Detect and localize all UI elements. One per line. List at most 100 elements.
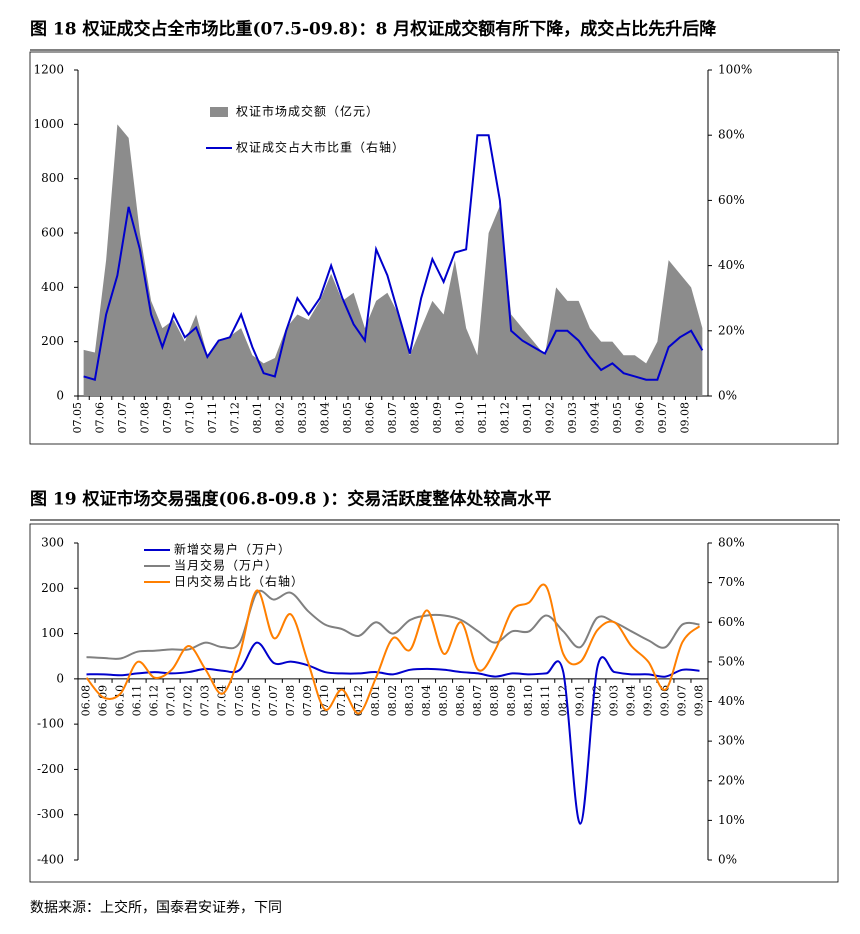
- area: [83, 124, 703, 396]
- legend-label: 新增交易户（万户）: [174, 542, 291, 557]
- y2-tick-label: 10%: [718, 813, 745, 827]
- y2-tick-label: 40%: [718, 694, 745, 708]
- x-tick-label: 08.09: [431, 402, 444, 434]
- x-tick-label: 07.10: [184, 402, 197, 434]
- y2-tick-label: 80%: [718, 536, 745, 550]
- y2-tick-label: 100%: [718, 63, 752, 77]
- x-tick-label: 08.03: [296, 402, 309, 434]
- x-tick-label: 08.06: [454, 685, 467, 717]
- x-tick-label: 08.05: [341, 402, 354, 434]
- y2-tick-label: 60%: [718, 615, 745, 629]
- x-tick-label: 07.07: [267, 685, 280, 717]
- x-tick-label: 07.12: [229, 402, 242, 434]
- x-tick-label: 07.09: [161, 402, 174, 434]
- y-tick-label: 200: [41, 334, 64, 348]
- y-tick-label: 0: [56, 671, 64, 685]
- y2-tick-label: 20%: [718, 323, 745, 337]
- chart-frame: [29, 51, 839, 445]
- x-tick-label: 09.08: [692, 685, 705, 717]
- x-tick-label: 08.04: [319, 402, 332, 434]
- legend-label: 当月交易（万户）: [174, 558, 278, 573]
- y2-tick-label: 80%: [718, 128, 745, 142]
- x-tick-label: 08.03: [403, 685, 416, 717]
- x-tick-label: 06.10: [114, 685, 127, 717]
- x-tick-label: 07.09: [301, 685, 314, 717]
- x-tick-label: 09.08: [679, 402, 692, 434]
- y2-tick-label: 0%: [718, 389, 737, 403]
- x-tick-label: 09.06: [658, 685, 671, 717]
- x-tick-label: 08.02: [274, 402, 287, 434]
- y-tick-label: -400: [37, 853, 64, 867]
- y-tick-label: 600: [41, 226, 64, 240]
- x-tick-label: 08.06: [364, 402, 377, 434]
- x-tick-label: 09.06: [634, 402, 647, 434]
- x-tick-label: 06.09: [97, 685, 110, 717]
- y-tick-label: 800: [41, 171, 64, 185]
- y-tick-label: -100: [37, 717, 64, 731]
- chart-frame: [29, 523, 839, 883]
- x-tick-label: 09.07: [656, 402, 669, 434]
- y-tick-label: 200: [41, 581, 64, 595]
- y-tick-label: 400: [41, 280, 64, 294]
- y2-tick-label: 50%: [718, 654, 745, 668]
- x-tick-label: 06.11: [131, 685, 144, 717]
- chart-title: 图 18 权证成交占全市场比重(07.5-09.8)：8 月权证成交额有所下降，…: [30, 19, 717, 40]
- x-tick-label: 08.02: [386, 685, 399, 717]
- y-tick-label: 100: [41, 626, 64, 640]
- x-tick-label: 08.10: [454, 402, 467, 434]
- x-tick-label: 09.04: [589, 402, 602, 434]
- y-tick-label: 0: [56, 389, 64, 403]
- x-tick-label: 09.01: [573, 685, 586, 717]
- y-tick-label: 1000: [33, 117, 64, 131]
- x-tick-label: 07.08: [139, 402, 152, 434]
- y2-tick-label: 20%: [718, 773, 745, 787]
- x-tick-label: 08.01: [251, 402, 264, 434]
- line: [85, 583, 701, 715]
- x-tick-label: 09.05: [641, 685, 654, 717]
- x-tick-label: 08.10: [522, 685, 535, 717]
- x-tick-label: 08.04: [420, 685, 433, 717]
- x-tick-label: 06.12: [148, 685, 161, 717]
- x-tick-label: 07.11: [206, 402, 219, 434]
- x-tick-label: 08.01: [369, 685, 382, 717]
- x-tick-label: 09.07: [675, 685, 688, 717]
- x-tick-label: 08.05: [437, 685, 450, 717]
- legend-swatch: [210, 107, 228, 117]
- x-tick-label: 09.03: [566, 402, 579, 434]
- x-tick-label: 07.08: [284, 685, 297, 717]
- y-tick-label: -200: [37, 762, 64, 776]
- x-tick-label: 08.08: [488, 685, 501, 717]
- source-note: 数据来源：上交所，国泰君安证券，下同: [30, 899, 282, 916]
- x-tick-label: 07.03: [199, 685, 212, 717]
- x-tick-label: 09.01: [521, 402, 534, 434]
- x-tick-label: 08.12: [499, 402, 512, 434]
- x-tick-label: 07.06: [94, 402, 107, 434]
- x-tick-label: 07.01: [165, 685, 178, 717]
- x-tick-label: 07.12: [352, 685, 365, 717]
- x-tick-label: 09.02: [544, 402, 557, 434]
- y2-tick-label: 70%: [718, 575, 745, 589]
- legend-label: 日内交易占比（右轴）: [174, 574, 304, 589]
- y2-tick-label: 0%: [718, 853, 737, 867]
- legend-label: 权证市场成交额（亿元）: [236, 104, 379, 119]
- x-tick-label: 08.09: [505, 685, 518, 717]
- line: [86, 589, 700, 660]
- y2-tick-label: 30%: [718, 734, 745, 748]
- y-tick-label: 1200: [33, 63, 64, 77]
- y2-tick-label: 40%: [718, 258, 745, 272]
- x-tick-label: 07.02: [182, 685, 195, 717]
- x-tick-label: 07.07: [116, 402, 129, 434]
- x-tick-label: 09.05: [611, 402, 624, 434]
- x-tick-label: 08.08: [409, 402, 422, 434]
- y-tick-label: -300: [37, 807, 64, 821]
- legend-label: 权证成交占大市比重（右轴）: [236, 140, 405, 155]
- y2-tick-label: 60%: [718, 193, 745, 207]
- x-tick-label: 08.07: [386, 402, 399, 434]
- x-tick-label: 07.05: [71, 402, 84, 434]
- x-tick-label: 09.03: [607, 685, 620, 717]
- line: [86, 641, 700, 825]
- x-tick-label: 08.11: [539, 685, 552, 717]
- line: [83, 134, 704, 381]
